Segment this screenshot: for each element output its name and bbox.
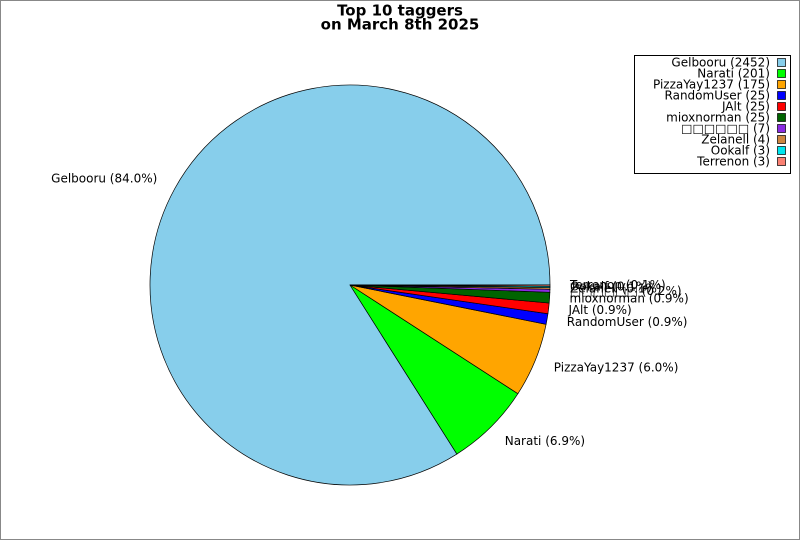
legend-label: Narati (201) [697,67,770,81]
legend-swatch [777,146,786,155]
legend-label: mioxnorman (25) [666,111,770,125]
legend-swatch [777,102,786,111]
slice-label: Gelbooru (84.0%) [51,171,157,185]
slice-label: Ookalf (0.1%) [570,280,652,294]
legend-swatch [777,80,786,89]
legend-swatch [777,113,786,122]
legend-label: □□□□□□ (7) [681,122,770,136]
legend-swatch [777,69,786,78]
slice-label: □□□□□□ (0.2%) [570,284,682,298]
chart-title: Top 10 taggers [337,2,463,20]
slice-label: JAlt (0.9%) [567,303,631,317]
slice-label: Terrenon (0.1%) [569,278,666,292]
legend-swatch [777,157,786,166]
legend-label: RandomUser (25) [665,89,770,103]
legend-swatch [777,135,786,144]
legend-swatch [777,58,786,67]
legend-label: PizzaYay1237 (175) [653,78,770,92]
chart-subtitle: on March 8th 2025 [321,16,480,34]
legend-swatch [777,124,786,133]
slice-label: mioxnorman (0.9%) [570,291,689,305]
legend-label: Gelbooru (2452) [671,56,770,70]
legend-swatch [777,91,786,100]
legend-box [634,55,791,174]
slice-label: Zelanell (0.1%) [570,281,662,295]
slice-label: RandomUser (0.9%) [567,315,688,329]
slice-label: Narati (6.9%) [505,434,585,448]
legend-label: Zelanell (4) [701,133,770,147]
legend-label: Terrenon (3) [696,155,770,169]
legend-label: JAlt (25) [721,100,770,114]
legend-label: Ookalf (3) [711,144,770,158]
slice-label: PizzaYay1237 (6.0%) [554,360,679,374]
pie-slice [349,284,551,287]
